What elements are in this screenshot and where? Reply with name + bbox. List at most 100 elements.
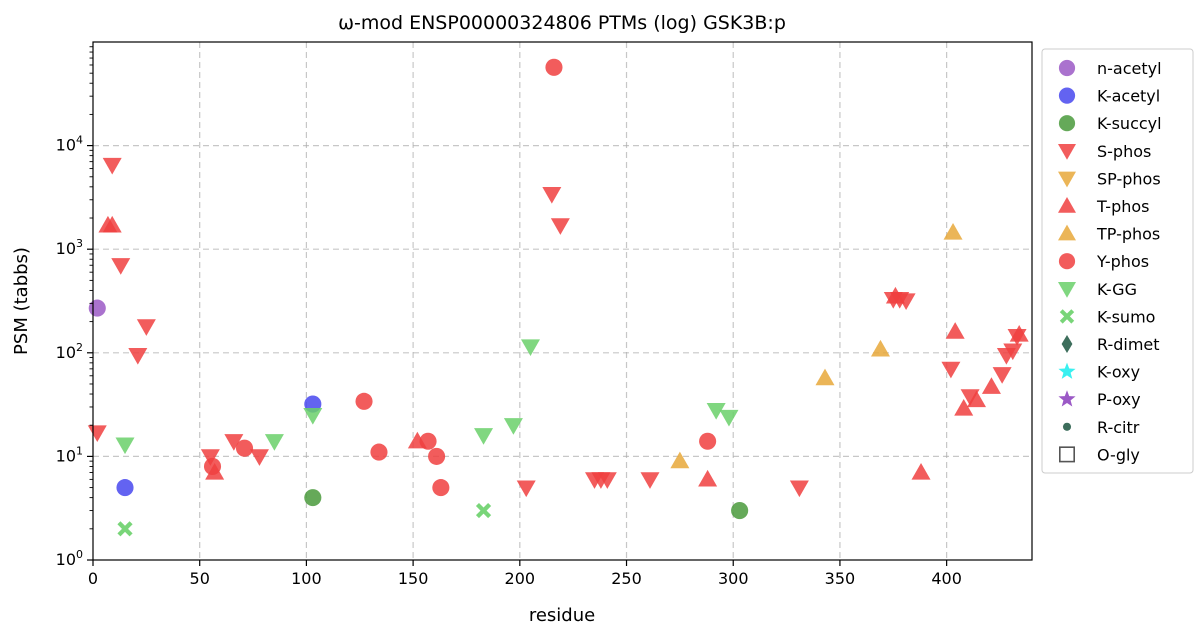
data-point-T-phos — [885, 286, 905, 304]
data-point-S-phos — [597, 472, 617, 489]
x-tick-label: 200 — [505, 569, 536, 588]
y-tick-label: 102 — [56, 341, 83, 362]
legend-label: n-acetyl — [1097, 59, 1162, 78]
axis-ticks: 0 50 100 150 200 250 300 350 400 100 101 102 103 104 — [56, 46, 962, 588]
data-point-S-phos — [200, 449, 220, 466]
legend-label: S-phos — [1097, 142, 1151, 161]
plot-frame — [92, 41, 1033, 561]
data-point-T-phos — [981, 377, 1001, 394]
x-tick-label: 100 — [291, 569, 322, 588]
legend-box — [1041, 48, 1194, 474]
legend-label: P-oxy — [1097, 390, 1141, 409]
data-point-S-phos — [550, 218, 570, 235]
data-point-Y-phos — [235, 439, 254, 457]
data-point-TP-phos — [870, 339, 890, 357]
data-point-K-GG — [719, 409, 739, 427]
legend-marker-Y-phos — [1058, 253, 1076, 270]
legend-label: T-phos — [1096, 197, 1150, 216]
legend-marker-K-succyl — [1058, 115, 1076, 132]
data-point-TP-phos — [815, 368, 835, 386]
y-tick-label: 104 — [56, 134, 83, 155]
data-point-S-phos — [136, 319, 156, 336]
data-point-S-phos — [992, 367, 1012, 384]
legend-marker-SP-phos — [1058, 171, 1076, 188]
data-point-K-sumo — [117, 521, 133, 537]
data-point-K-GG — [474, 428, 494, 445]
data-point-T-phos — [967, 390, 987, 408]
data-point-Y-phos — [699, 432, 717, 450]
data-point-S-phos — [1003, 343, 1023, 361]
legend-label: K-GG — [1097, 280, 1137, 299]
data-point-K-GG — [115, 437, 135, 455]
x-axis-label: residue — [529, 605, 595, 626]
legend-marker-K-GG — [1058, 282, 1076, 298]
data-point-Y-phos — [203, 457, 222, 475]
data-point-S-phos — [111, 258, 131, 275]
legend-label: R-citr — [1097, 418, 1140, 437]
legend-marker-R-citr — [1062, 422, 1072, 431]
data-point-S-phos — [789, 480, 809, 498]
data-point-S-phos — [87, 425, 107, 443]
data-point-S-phos — [249, 449, 269, 466]
legend-label: SP-phos — [1097, 169, 1161, 188]
data-point-K-acetyl — [116, 479, 134, 497]
data-point-T-phos — [102, 215, 122, 233]
legend-marker-P-oxy — [1058, 390, 1076, 407]
legend-label: Y-phos — [1096, 252, 1149, 271]
data-point-Y-phos — [428, 447, 446, 465]
x-tick-label: 150 — [398, 569, 429, 588]
data-point-S-phos — [516, 480, 536, 498]
data-point-S-phos — [960, 389, 980, 406]
legend-label: TP-phos — [1096, 225, 1160, 244]
y-axis-label: PSM (tabbs) — [11, 247, 32, 355]
x-tick-label: 0 — [88, 569, 98, 588]
data-point-TP-phos — [670, 451, 690, 469]
x-tick-label: 350 — [825, 569, 856, 588]
legend-marker-R-dimet — [1061, 335, 1073, 353]
x-tick-label: 250 — [611, 569, 642, 588]
chart-title: ω-mod ENSP00000324806 PTMs (log) GSK3B:p — [338, 12, 786, 34]
legend-label: O-gly — [1097, 445, 1140, 464]
data-point-n-acetyl — [88, 299, 106, 317]
data-point-Y-phos — [545, 58, 563, 76]
data-point-K-succyl — [304, 489, 322, 507]
data-point-S-phos — [941, 361, 961, 379]
data-point-S-phos — [542, 187, 562, 204]
legend: n-acetyl K-acetyl K-succyl S-phos SP-phos T-p… — [1041, 48, 1194, 474]
data-point-S-phos — [640, 472, 660, 489]
legend-marker-O-gly — [1059, 446, 1076, 463]
data-point-T-phos — [945, 322, 965, 339]
legend-marker-T-phos — [1058, 197, 1076, 213]
y-tick-label: 103 — [56, 237, 83, 258]
x-tick-label: 400 — [931, 569, 962, 588]
legend-marker-K-oxy — [1058, 362, 1076, 379]
data-point-S-phos — [128, 347, 148, 365]
data-point-TP-phos — [943, 222, 963, 240]
legend-label: K-sumo — [1097, 307, 1155, 326]
y-tick-label: 100 — [56, 548, 83, 569]
x-tick-label: 50 — [190, 569, 210, 588]
data-point-T-phos — [911, 462, 931, 480]
data-points — [87, 58, 1029, 537]
legend-label: K-oxy — [1097, 363, 1140, 382]
data-point-Y-phos — [419, 432, 437, 450]
legend-marker-TP-phos — [1058, 224, 1076, 241]
data-point-T-phos — [1009, 325, 1029, 342]
x-tick-label: 300 — [718, 569, 749, 588]
data-point-T-phos — [954, 398, 974, 416]
data-point-K-GG — [264, 434, 284, 451]
data-point-K-sumo — [475, 502, 492, 519]
data-point-Y-phos — [355, 392, 373, 410]
data-point-K-GG — [520, 339, 540, 357]
legend-marker-S-phos — [1058, 144, 1076, 160]
data-point-Y-phos — [432, 479, 450, 497]
y-tick-label: 101 — [56, 444, 83, 465]
data-point-K-succyl — [731, 502, 749, 520]
data-point-K-GG — [503, 418, 523, 435]
legend-label: R-dimet — [1097, 335, 1160, 354]
legend-marker-K-sumo — [1059, 309, 1075, 324]
data-point-K-GG — [303, 408, 323, 425]
legend-label: K-acetyl — [1097, 87, 1160, 106]
data-point-K-GG — [706, 402, 726, 420]
